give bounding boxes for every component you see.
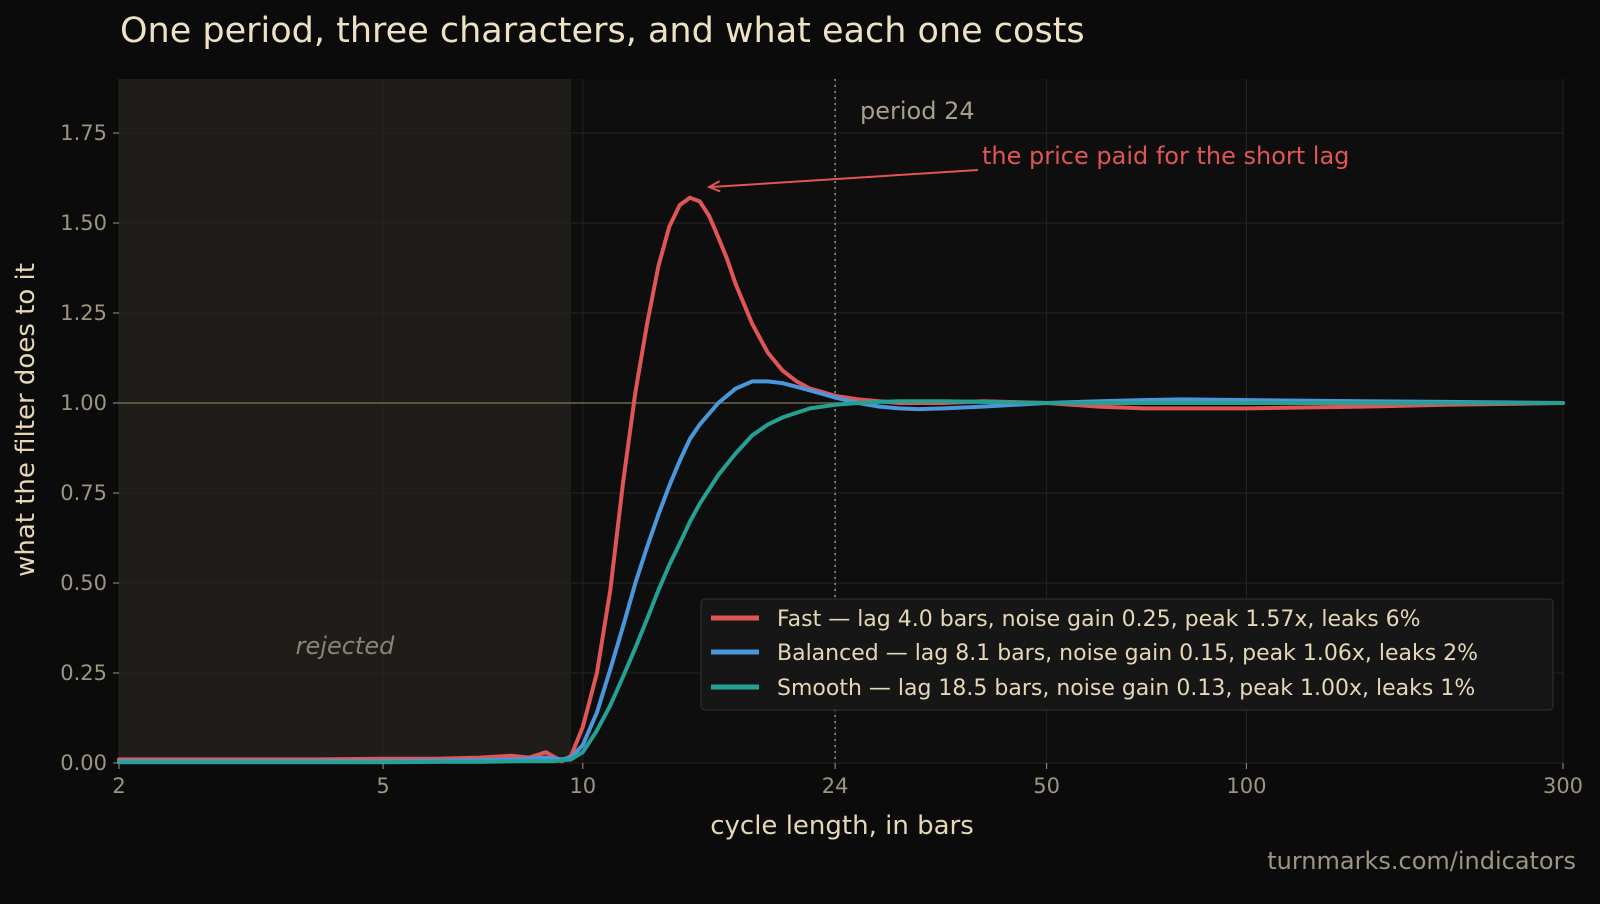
legend-entry-smooth: Smooth — lag 18.5 bars, noise gain 0.13,… xyxy=(777,676,1475,701)
y-tick-label: 0.50 xyxy=(60,571,107,595)
rejected-band-label: rejected xyxy=(296,632,395,660)
y-tick-label: 1.75 xyxy=(60,121,107,145)
y-tick-label: 1.50 xyxy=(60,211,107,235)
chart-title: One period, three characters, and what e… xyxy=(120,11,1085,51)
y-tick-label: 0.75 xyxy=(60,481,107,505)
legend-box xyxy=(700,598,1554,711)
annotation: the price paid for the short lag xyxy=(706,142,1349,193)
x-axis-label: cycle length, in bars xyxy=(710,811,974,841)
series-lines xyxy=(117,195,1565,765)
series-line-smooth xyxy=(117,399,1565,765)
x-tick-label: 24 xyxy=(822,774,849,798)
y-tick-label: 1.25 xyxy=(60,301,107,325)
legend: Fast — lag 4.0 bars, noise gain 0.25, pe… xyxy=(700,598,1554,711)
period-marker-label: period 24 xyxy=(860,97,975,125)
annotation-text: the price paid for the short lag xyxy=(982,142,1349,170)
x-tick-label: 300 xyxy=(1543,774,1583,798)
rejected-band xyxy=(119,79,572,763)
x-tick-label: 2 xyxy=(112,774,125,798)
legend-entry-balanced: Balanced — lag 8.1 bars, noise gain 0.15… xyxy=(777,641,1478,666)
x-tick-label: 100 xyxy=(1226,774,1266,798)
annotation-arrowhead xyxy=(706,180,721,193)
x-tick-label: 50 xyxy=(1033,774,1060,798)
legend-entry-fast: Fast — lag 4.0 bars, noise gain 0.25, pe… xyxy=(777,607,1421,632)
x-tick-label: 5 xyxy=(376,774,389,798)
x-tick-label: 10 xyxy=(569,774,596,798)
y-tick-label: 1.00 xyxy=(60,391,107,415)
axis-ticks: 2 5 10 24 50 100 300 0.00 0.25 0.50 0.75 1.00 1.25 1.… xyxy=(60,121,1583,798)
annotation-arrow xyxy=(711,169,979,188)
y-axis-label: what the filter does to it xyxy=(11,263,41,577)
watermark: turnmarks.com/indicators xyxy=(1267,847,1576,875)
y-tick-label: 0.25 xyxy=(60,661,107,685)
y-tick-label: 0.00 xyxy=(60,751,107,775)
